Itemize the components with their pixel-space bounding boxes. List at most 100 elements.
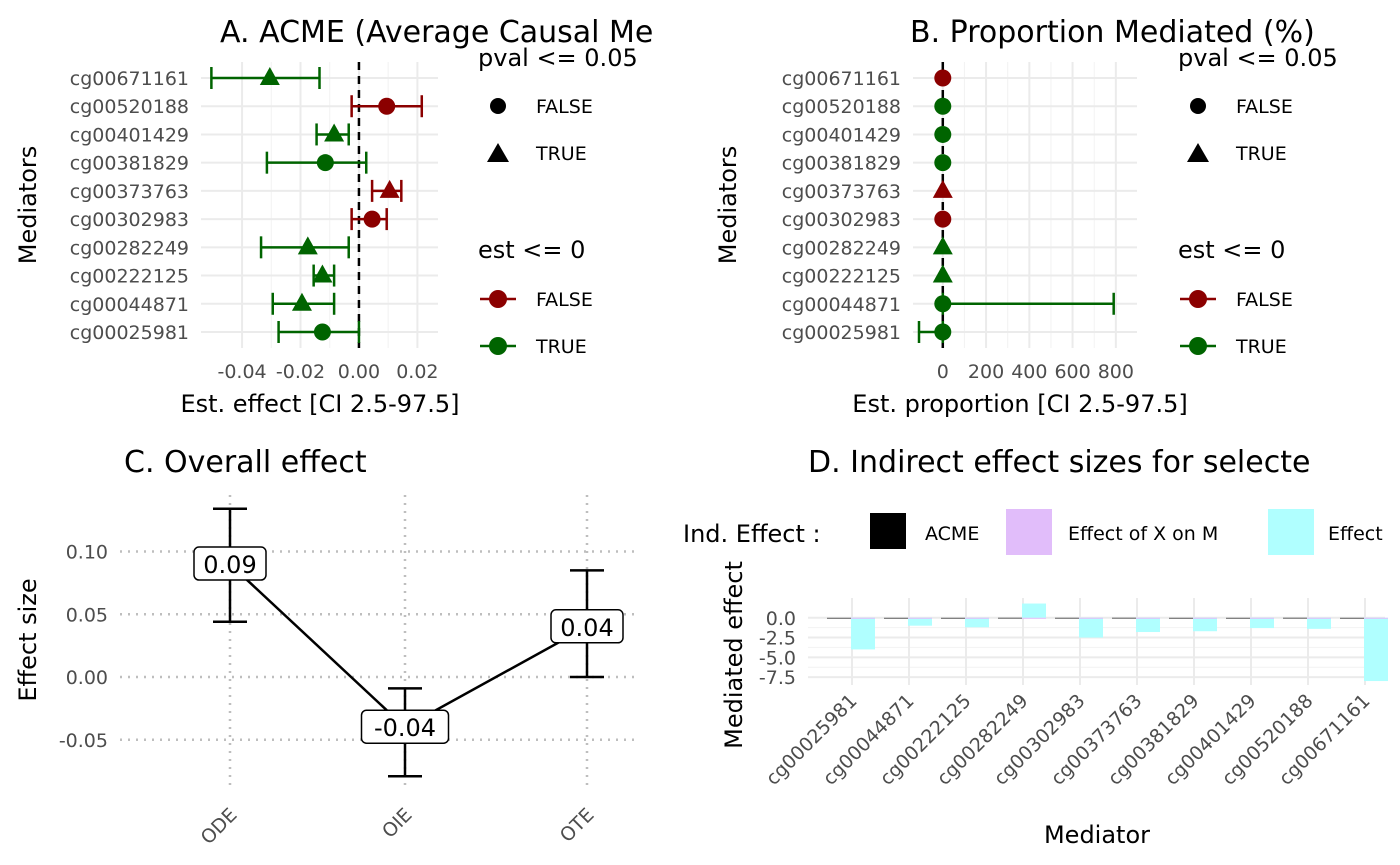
panel-d-y-label: Mediated effect <box>720 561 748 749</box>
y-tick-label: cg00025981 <box>782 322 901 344</box>
y-tick-label: cg00381829 <box>70 153 189 175</box>
estimate-point <box>934 323 952 341</box>
value-label: 0.09 <box>203 551 256 579</box>
legend-circle-icon <box>1189 290 1207 308</box>
legend-swatch-acme <box>870 513 906 549</box>
y-tick-label: cg00401429 <box>70 124 189 146</box>
y-tick-label: 0.00 <box>66 667 108 689</box>
panel-b-title: B. Proportion Mediated (%) <box>910 15 1315 50</box>
legend-swatch-m-on-y <box>1268 509 1314 555</box>
y-tick-label: -5.0 <box>759 647 796 669</box>
est-legend-false: FALSE <box>1236 289 1293 311</box>
x-tick-label: 800 <box>1098 361 1134 383</box>
x-tick-label: 0.00 <box>338 361 380 383</box>
est-legend-title: est <= 0 <box>478 236 585 264</box>
estimate-point <box>363 210 381 228</box>
panel-d: D. Indirect effect sizes for selecte Ind… <box>683 445 1388 849</box>
bar-effect-x-on-m <box>1193 617 1217 619</box>
panel-b-grid <box>913 62 1137 348</box>
estimate-point <box>932 236 953 255</box>
value-label: -0.04 <box>374 714 436 742</box>
estimate-point <box>932 179 953 198</box>
estimate-point <box>324 123 345 142</box>
y-tick-label: cg00302983 <box>782 209 901 231</box>
legend-circle-icon <box>489 290 507 308</box>
x-tick-label: 400 <box>1011 361 1047 383</box>
y-tick-label: cg00282249 <box>70 237 189 259</box>
x-tick-label: 0.02 <box>396 361 438 383</box>
bar-acme <box>941 617 965 619</box>
estimate-point <box>934 69 952 87</box>
estimate-point <box>297 236 318 255</box>
effect-line <box>229 563 588 729</box>
panel-b-marks <box>917 62 1115 348</box>
panel-c: 0.09 -0.04 0.04 0.10 0.05 0.00 -0.05 ODE OIE OT… <box>14 445 640 849</box>
legend-circle-icon <box>1189 337 1207 355</box>
x-tick-label: OTE <box>556 804 599 847</box>
bar-effect-x-on-m <box>965 617 989 619</box>
panel-d-y-ticks: 0.0-2.5-5.0-7.5 <box>759 608 796 689</box>
panel-b-x-ticks: 0 200 400 600 800 <box>937 361 1134 383</box>
estimate-point <box>316 154 334 172</box>
est-legend-true: TRUE <box>535 336 587 358</box>
bar-acme <box>884 617 908 619</box>
bar-acme <box>1340 617 1364 619</box>
panel-a-y-label: Mediators <box>14 146 42 265</box>
estimate-point <box>932 264 953 283</box>
panel-a-marks <box>210 62 424 348</box>
x-tick-label: ODE <box>197 804 242 849</box>
bar-effect-x-on-m <box>908 617 932 619</box>
legend-triangle-icon <box>487 143 509 162</box>
panel-b-y-ticks: cg00671161 cg00520188 cg00401429 cg00381829… <box>782 68 901 344</box>
panel-d-title: D. Indirect effect sizes for selecte <box>808 445 1310 480</box>
bar-acme <box>1283 617 1307 619</box>
y-tick-label: 0.0 <box>766 608 796 630</box>
bar-effect-x-on-m <box>1079 617 1103 619</box>
panel-c-marks: 0.09 -0.04 0.04 <box>193 507 624 778</box>
pval-legend-title: pval <= 0.05 <box>1178 44 1338 72</box>
bar-acme <box>1112 617 1136 619</box>
bar-effect-x-on-m <box>1136 617 1160 619</box>
x-tick-label: 600 <box>1054 361 1090 383</box>
bar-effect-m-on-y <box>1136 617 1160 633</box>
estimate-point <box>934 295 952 313</box>
bar-effect-m-on-y <box>965 617 989 628</box>
legend-swatch-x-on-m <box>1006 509 1052 555</box>
y-tick-label: cg00520188 <box>782 96 901 118</box>
bar-effect-m-on-y <box>908 617 932 626</box>
y-tick-label: cg00302983 <box>70 209 189 231</box>
y-tick-label: cg00671161 <box>70 68 189 90</box>
ind-effect-legend-title: Ind. Effect : <box>683 520 821 548</box>
y-tick-label: cg00373763 <box>782 181 901 203</box>
value-label-box <box>193 546 267 581</box>
est-legend-false: FALSE <box>536 289 593 311</box>
bar-acme <box>827 617 851 619</box>
panel-d-marks <box>827 603 1388 682</box>
y-tick-label: cg00222125 <box>782 266 901 288</box>
estimate-point <box>934 210 952 228</box>
y-tick-label: cg00401429 <box>782 124 901 146</box>
estimate-point <box>313 323 331 341</box>
y-tick-label: cg00222125 <box>70 266 189 288</box>
legend-circle-icon <box>490 98 506 114</box>
y-tick-label: -7.5 <box>759 667 796 689</box>
panel-d-grid <box>808 598 1385 685</box>
bar-effect-m-on-y <box>1307 617 1331 629</box>
bar-acme <box>1169 617 1193 619</box>
panel-d-x-label: Mediator <box>1044 821 1150 849</box>
panel-c-y-ticks: 0.10 0.05 0.00 -0.05 <box>59 541 108 751</box>
x-tick-label: OIE <box>378 804 417 843</box>
panel-d-x-ticks: cg00025981cg00044871cg00222125cg00282249… <box>762 690 1375 790</box>
ind-effect-legend-x-on-m: Effect of X on M <box>1068 523 1218 545</box>
panel-a: cg00671161 cg00520188 cg00401429 cg00381829… <box>14 15 653 418</box>
legend-circle-icon <box>1190 98 1206 114</box>
panel-c-y-label: Effect size <box>14 578 42 701</box>
estimate-point <box>259 67 280 85</box>
panel-a-grid <box>201 62 438 348</box>
bar-acme <box>998 617 1022 619</box>
y-tick-label: cg00282249 <box>782 237 901 259</box>
panel-a-title: A. ACME (Average Causal Me <box>220 15 653 50</box>
est-legend-title: est <= 0 <box>1178 236 1285 264</box>
x-tick-label: 200 <box>968 361 1004 383</box>
estimate-point <box>934 154 952 172</box>
